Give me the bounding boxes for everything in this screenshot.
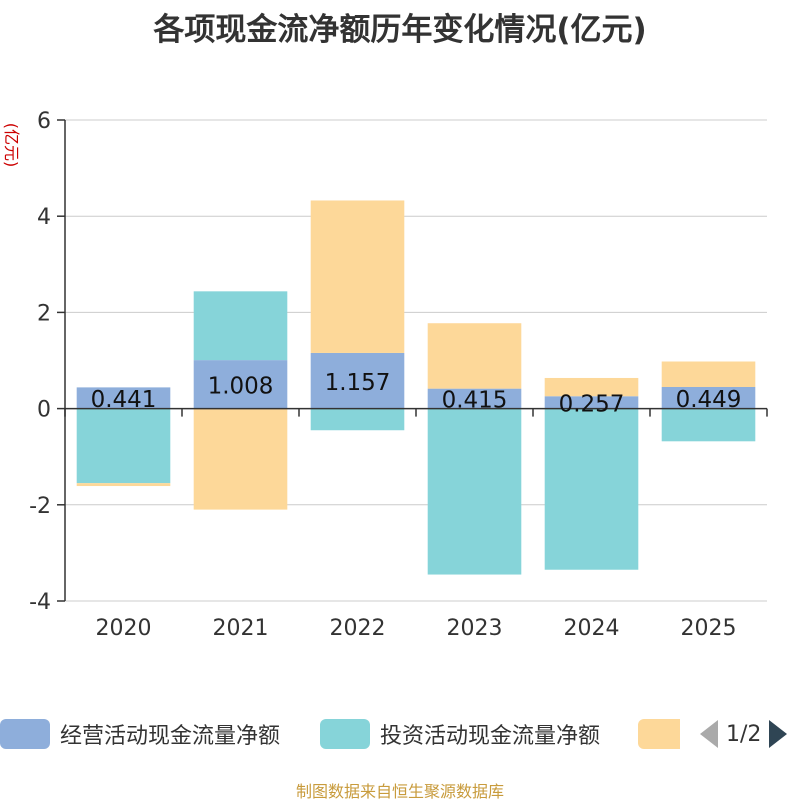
bar-0-2023[interactable] [427, 388, 522, 409]
bar-0-2020[interactable] [76, 387, 171, 409]
data-label: 0.449 [676, 387, 742, 413]
y-tick-label: 0 [37, 398, 51, 423]
legend-label-investing: 投资活动现金流量净额 [380, 724, 601, 749]
legend-page-indicator: 1/2 [726, 721, 762, 747]
legend-pager: 1/2 [700, 716, 788, 752]
legend-prev-icon[interactable] [700, 720, 718, 748]
legend-item-third[interactable] [638, 716, 690, 752]
legend-swatch-investing [320, 719, 370, 749]
bar-1-2023[interactable] [427, 408, 522, 575]
data-label: 0.257 [559, 391, 625, 417]
x-tick-label: 2024 [564, 616, 620, 641]
grid-lines [65, 119, 767, 602]
legend: 经营活动现金流量净额 投资活动现金流量净额 [0, 716, 800, 752]
y-tick-label: 4 [37, 205, 51, 230]
data-label: 0.441 [91, 387, 157, 413]
bar-1-2025[interactable] [661, 408, 756, 442]
bar-1-2022[interactable] [310, 408, 405, 431]
x-tick-label: 2025 [681, 616, 737, 641]
source-note: 制图数据来自恒生聚源数据库 [295, 782, 504, 801]
bar-chart: -4 -2 0 2 4 6 2020 2021 2022 2023 2024 2025 0.441 1.… [2, 109, 768, 641]
bar-0-2025[interactable] [661, 387, 756, 409]
x-tick-label: 2023 [447, 616, 503, 641]
x-tick-label: 2022 [330, 616, 386, 641]
y-tick-label: -4 [29, 590, 51, 615]
legend-next-icon[interactable] [769, 720, 788, 748]
bar-1-2020[interactable] [76, 408, 171, 484]
chart-title: 各项现金流净额历年变化情况(亿元) [153, 12, 647, 48]
bar-1-2021[interactable] [193, 291, 288, 361]
data-label: 0.415 [442, 388, 508, 414]
bar-2-2023[interactable] [427, 323, 522, 389]
legend-item-investing[interactable]: 投资活动现金流量净额 [320, 716, 600, 752]
legend-label-operating: 经营活动现金流量净额 [60, 724, 281, 749]
y-tick-label: 2 [37, 301, 51, 326]
y-tick-label: 6 [37, 109, 51, 134]
bar-2-2025[interactable] [661, 361, 756, 388]
y-axis-unit-label: (亿元) [2, 123, 21, 168]
bar-0-2022[interactable] [310, 352, 405, 409]
bar-2-2022[interactable] [310, 200, 405, 353]
bar-2-2020[interactable] [76, 483, 171, 487]
bars [76, 200, 756, 575]
y-tick-label: -2 [29, 494, 51, 519]
bar-2-2021[interactable] [193, 408, 288, 510]
data-label: 1.008 [208, 373, 274, 399]
legend-item-operating[interactable]: 经营活动现金流量净额 [0, 716, 280, 752]
data-label: 1.157 [325, 370, 391, 396]
axes: -4 -2 0 2 4 6 2020 2021 2022 2023 2024 2025 [29, 109, 768, 641]
bar-0-2024[interactable] [544, 396, 639, 409]
x-tick-label: 2021 [213, 616, 269, 641]
data-labels: 0.441 1.008 1.157 0.415 0.257 0.449 [91, 370, 742, 418]
bar-2-2024[interactable] [544, 377, 639, 397]
legend-swatch-operating [0, 719, 50, 749]
bar-0-2021[interactable] [193, 360, 288, 409]
legend-swatch-third [638, 719, 680, 749]
bar-1-2024[interactable] [544, 408, 639, 570]
x-tick-label: 2020 [96, 616, 152, 641]
